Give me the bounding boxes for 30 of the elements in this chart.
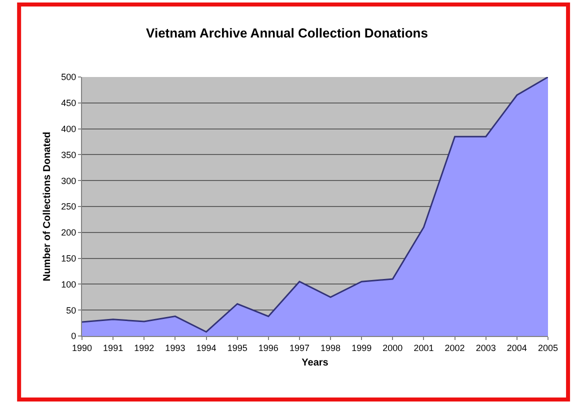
x-tick-label: 1996: [258, 342, 278, 353]
x-tick-label: 1990: [72, 342, 92, 353]
x-tick-label: 1993: [165, 342, 186, 353]
y-tick-label: 350: [61, 150, 76, 160]
y-tick-label: 150: [61, 253, 76, 264]
y-tick-label: 450: [61, 98, 76, 108]
x-tick-label: 2003: [476, 342, 496, 353]
x-tick-label: 1995: [227, 342, 248, 353]
x-tick-label: 1998: [320, 342, 341, 353]
x-tick-label: 2000: [382, 342, 403, 353]
x-tick-label: 1991: [103, 342, 124, 353]
y-tick-label: 300: [61, 176, 76, 186]
x-tick-label: 2004: [506, 342, 527, 353]
x-tick-label: 1992: [134, 342, 154, 353]
x-tick-label: 1999: [352, 342, 372, 353]
y-tick-label: 400: [61, 124, 76, 134]
chart-title: Vietnam Archive Annual Collection Donations: [146, 25, 428, 40]
x-tick-label: 2001: [414, 342, 434, 353]
x-tick-label: 1994: [196, 342, 216, 353]
y-tick-label: 0: [71, 331, 76, 342]
x-tick-label: 2002: [444, 342, 465, 353]
y-tick-label: 200: [61, 228, 76, 238]
y-tick-label: 250: [61, 202, 76, 212]
y-tick-label: 500: [61, 72, 76, 82]
x-axis-title: Years: [302, 357, 329, 368]
y-tick-label: 50: [66, 305, 76, 316]
x-tick-label: 1997: [289, 342, 310, 353]
x-tick-label: 2005: [538, 342, 558, 353]
y-axis-title: Number of Collections Donated: [42, 132, 54, 282]
y-tick-label: 100: [61, 279, 76, 290]
